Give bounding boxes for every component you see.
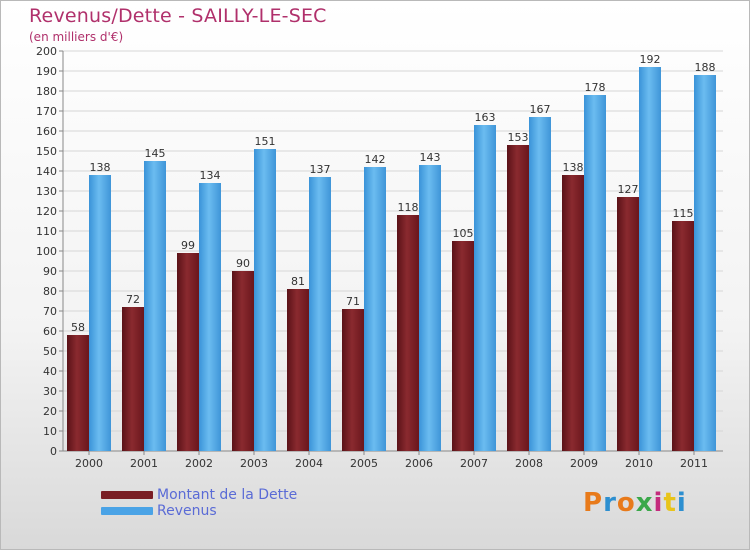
x-tick-label: 2000 xyxy=(75,457,103,470)
x-tick-label: 2004 xyxy=(295,457,323,470)
y-tick-label: 0 xyxy=(50,445,57,458)
bar-revenus xyxy=(419,165,441,451)
data-label: 137 xyxy=(310,163,331,176)
x-tick-label: 2002 xyxy=(185,457,213,470)
data-label: 118 xyxy=(398,201,419,214)
y-tick-label: 180 xyxy=(36,85,57,98)
data-label: 167 xyxy=(530,103,551,116)
x-tick-label: 2011 xyxy=(680,457,708,470)
y-tick-label: 90 xyxy=(43,265,57,278)
data-label: 192 xyxy=(640,53,661,66)
data-label: 178 xyxy=(585,81,606,94)
bar-revenus xyxy=(199,183,221,451)
y-tick-label: 40 xyxy=(43,365,57,378)
y-tick-label: 10 xyxy=(43,425,57,438)
bar-revenus xyxy=(584,95,606,451)
bar-dette xyxy=(177,253,199,451)
y-tick-label: 200 xyxy=(36,45,57,58)
bar-revenus xyxy=(694,75,716,451)
data-labels: 58 138 72 145 99 134 90 151 81 137 71 142 118 143 105 1… xyxy=(71,53,716,334)
bar-revenus xyxy=(89,175,111,451)
bar-dette xyxy=(287,289,309,451)
data-label: 134 xyxy=(200,169,221,182)
bar-dette xyxy=(507,145,529,451)
x-tick-label: 2003 xyxy=(240,457,268,470)
data-label: 138 xyxy=(90,161,111,174)
bar-revenus xyxy=(474,125,496,451)
y-tick-label: 80 xyxy=(43,285,57,298)
y-tick-label: 190 xyxy=(36,65,57,78)
data-label: 143 xyxy=(420,151,441,164)
x-tick-label: 2009 xyxy=(570,457,598,470)
data-label: 99 xyxy=(181,239,195,252)
data-label: 145 xyxy=(145,147,166,160)
x-tick-label: 2010 xyxy=(625,457,653,470)
proxiti-logo: Proxiti xyxy=(583,488,687,518)
data-label: 58 xyxy=(71,321,85,334)
y-tick-label: 100 xyxy=(36,245,57,258)
data-label: 127 xyxy=(618,183,639,196)
x-tick-label: 2005 xyxy=(350,457,378,470)
y-tick-label: 110 xyxy=(36,225,57,238)
bar-revenus xyxy=(144,161,166,451)
data-label: 142 xyxy=(365,153,386,166)
data-label: 81 xyxy=(291,275,305,288)
data-label: 90 xyxy=(236,257,250,270)
bar-dette xyxy=(67,335,89,451)
y-tick-label: 20 xyxy=(43,405,57,418)
y-tick-label: 150 xyxy=(36,145,57,158)
bar-revenus xyxy=(364,167,386,451)
legend-swatch-debt xyxy=(101,491,153,499)
y-tick-label: 120 xyxy=(36,205,57,218)
bar-dette xyxy=(397,215,419,451)
data-label: 71 xyxy=(346,295,360,308)
legend-label-revenus: Revenus xyxy=(157,503,217,519)
bar-revenus xyxy=(639,67,661,451)
legend-item-revenus: Revenus xyxy=(101,503,297,519)
y-tick-label: 70 xyxy=(43,305,57,318)
data-label: 163 xyxy=(475,111,496,124)
x-tick-label: 2007 xyxy=(460,457,488,470)
grid-lines xyxy=(63,50,723,452)
y-tick-label: 50 xyxy=(43,345,57,358)
data-label: 72 xyxy=(126,293,140,306)
x-tick-label: 2006 xyxy=(405,457,433,470)
bar-dette xyxy=(232,271,254,451)
bars xyxy=(67,67,716,451)
y-tick-label: 130 xyxy=(36,185,57,198)
y-tick-label: 30 xyxy=(43,385,57,398)
bar-dette xyxy=(672,221,694,451)
y-tick-label: 170 xyxy=(36,105,57,118)
x-tick-label: 2008 xyxy=(515,457,543,470)
bar-revenus xyxy=(529,117,551,451)
chart-title: Revenus/Dette - SAILLY-LE-SEC xyxy=(29,5,327,27)
data-label: 105 xyxy=(453,227,474,240)
data-label: 188 xyxy=(695,61,716,74)
bar-dette xyxy=(122,307,144,451)
y-tick-label: 60 xyxy=(43,325,57,338)
y-axis: 0 10 20 30 40 50 60 70 80 90 100 110 120 130 140 150 160… xyxy=(36,45,723,458)
legend-swatch-revenus xyxy=(101,507,153,515)
bar-dette xyxy=(617,197,639,451)
legend-label-debt: Montant de la Dette xyxy=(157,487,298,503)
legend-item-debt: Montant de la Dette xyxy=(101,487,297,503)
data-label: 138 xyxy=(563,161,584,174)
data-label: 153 xyxy=(508,131,529,144)
x-tick-label: 2001 xyxy=(130,457,158,470)
data-label: 115 xyxy=(673,207,694,220)
x-axis: 2000 2001 2002 2003 2004 2005 2006 2007 2008 2009… xyxy=(75,451,708,470)
bar-revenus xyxy=(254,149,276,451)
y-tick-label: 160 xyxy=(36,125,57,138)
bar-dette xyxy=(562,175,584,451)
data-label: 151 xyxy=(255,135,276,148)
bar-revenus xyxy=(309,177,331,451)
y-tick-label: 140 xyxy=(36,165,57,178)
bar-dette xyxy=(452,241,474,451)
chart-subtitle: (en milliers d'€) xyxy=(29,30,124,44)
legend: Montant de la Dette Revenus xyxy=(101,487,297,519)
bar-dette xyxy=(342,309,364,451)
